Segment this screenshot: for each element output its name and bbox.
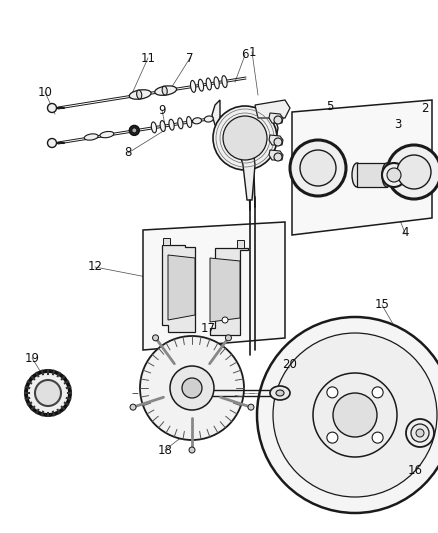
Text: 15: 15 <box>374 298 389 311</box>
Ellipse shape <box>214 77 219 88</box>
Text: 4: 4 <box>401 227 409 239</box>
Polygon shape <box>210 248 248 335</box>
Polygon shape <box>162 245 195 332</box>
Text: 17: 17 <box>201 321 215 335</box>
Circle shape <box>372 387 383 398</box>
Circle shape <box>274 138 282 146</box>
Text: 11: 11 <box>141 52 155 64</box>
Ellipse shape <box>352 163 362 187</box>
Circle shape <box>257 317 438 513</box>
Circle shape <box>313 373 397 457</box>
Circle shape <box>327 432 338 443</box>
Circle shape <box>382 163 406 187</box>
Ellipse shape <box>137 90 142 99</box>
Ellipse shape <box>151 122 156 133</box>
Circle shape <box>333 393 377 437</box>
Polygon shape <box>163 238 170 245</box>
Circle shape <box>300 150 336 186</box>
Text: 10: 10 <box>38 85 53 99</box>
Polygon shape <box>357 163 387 187</box>
Polygon shape <box>212 100 278 150</box>
Circle shape <box>416 429 424 437</box>
Circle shape <box>35 380 61 406</box>
Circle shape <box>411 424 429 442</box>
Ellipse shape <box>270 386 290 400</box>
Ellipse shape <box>84 134 98 140</box>
Circle shape <box>132 128 137 133</box>
Polygon shape <box>269 135 283 145</box>
Ellipse shape <box>162 86 167 95</box>
Polygon shape <box>269 113 283 123</box>
Circle shape <box>189 447 195 453</box>
Ellipse shape <box>160 120 166 132</box>
Text: 3: 3 <box>394 118 402 132</box>
Circle shape <box>140 336 244 440</box>
Text: 18: 18 <box>158 443 173 456</box>
Circle shape <box>130 404 136 410</box>
Polygon shape <box>237 240 244 248</box>
Ellipse shape <box>276 390 284 396</box>
Circle shape <box>273 333 437 497</box>
Circle shape <box>223 116 267 160</box>
Circle shape <box>372 432 383 443</box>
Circle shape <box>226 335 231 341</box>
Polygon shape <box>255 100 290 118</box>
Text: 16: 16 <box>407 464 423 477</box>
Text: 9: 9 <box>158 103 166 117</box>
Text: 19: 19 <box>25 351 39 365</box>
Polygon shape <box>210 258 240 322</box>
Ellipse shape <box>193 118 201 124</box>
Ellipse shape <box>155 86 177 95</box>
Ellipse shape <box>222 76 227 87</box>
Text: 12: 12 <box>88 261 102 273</box>
Text: 2: 2 <box>421 101 429 115</box>
Text: 6: 6 <box>241 49 249 61</box>
Circle shape <box>290 140 346 196</box>
Circle shape <box>170 366 214 410</box>
Text: 20: 20 <box>283 359 297 372</box>
Circle shape <box>222 317 228 323</box>
Circle shape <box>152 335 159 341</box>
Ellipse shape <box>100 132 114 138</box>
Circle shape <box>397 155 431 189</box>
Text: 8: 8 <box>124 147 132 159</box>
Ellipse shape <box>129 90 151 99</box>
Ellipse shape <box>382 163 392 187</box>
Circle shape <box>274 116 282 124</box>
Circle shape <box>387 145 438 199</box>
Polygon shape <box>143 222 285 350</box>
Circle shape <box>327 387 338 398</box>
Polygon shape <box>269 150 283 160</box>
Circle shape <box>387 168 401 182</box>
Ellipse shape <box>169 119 174 130</box>
Circle shape <box>47 139 57 148</box>
Circle shape <box>406 419 434 447</box>
Circle shape <box>213 106 277 170</box>
Polygon shape <box>292 100 432 235</box>
Ellipse shape <box>191 80 196 92</box>
Text: 7: 7 <box>186 52 194 64</box>
Circle shape <box>182 378 202 398</box>
Ellipse shape <box>205 116 213 122</box>
Ellipse shape <box>178 118 183 129</box>
Ellipse shape <box>187 117 192 127</box>
Text: 1: 1 <box>248 45 256 59</box>
Text: 5: 5 <box>326 101 334 114</box>
Ellipse shape <box>206 78 212 90</box>
Circle shape <box>274 153 282 161</box>
Polygon shape <box>168 255 195 320</box>
Circle shape <box>26 371 70 415</box>
Circle shape <box>129 125 139 135</box>
Polygon shape <box>238 145 255 200</box>
Ellipse shape <box>198 79 204 91</box>
Circle shape <box>248 404 254 410</box>
Circle shape <box>47 103 57 112</box>
